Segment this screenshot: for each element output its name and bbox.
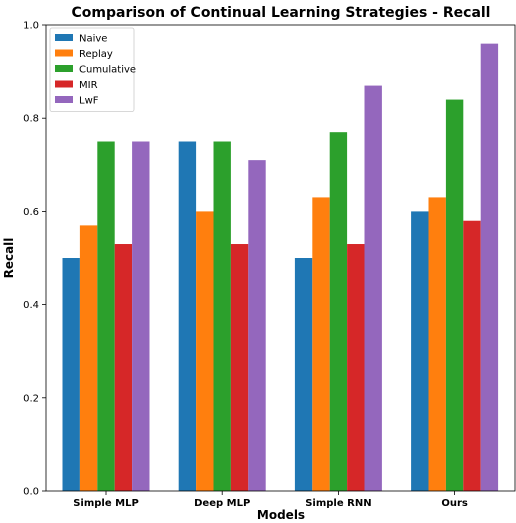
- chart-title: Comparison of Continual Learning Strateg…: [72, 5, 491, 21]
- legend-swatch-replay: [55, 49, 73, 57]
- bar-naive-3: [411, 211, 429, 491]
- legend: Naive Replay Cumulative MIR LwF: [49, 27, 136, 112]
- bars-layer: [62, 43, 499, 492]
- bar-mir-1: [230, 244, 249, 491]
- legend-swatch-cumulative: [55, 65, 73, 72]
- legend-label-naive: Naive: [79, 34, 107, 45]
- legend-box: [49, 27, 135, 112]
- legend-swatch-lwf: [55, 96, 73, 103]
- bar-lwf-1: [248, 160, 266, 491]
- y-axis-label: Recall: [2, 238, 16, 279]
- y-tick-label: 0.4: [23, 300, 39, 311]
- y-tick-label: 0.0: [23, 487, 39, 498]
- bar-mir-2: [347, 244, 365, 491]
- bar-replay-0: [79, 225, 98, 491]
- bar-cumulative-2: [329, 132, 348, 491]
- bar-lwf-3: [480, 43, 499, 491]
- y-tick-label: 0.2: [23, 393, 39, 404]
- legend-label-replay: Replay: [79, 49, 113, 60]
- legend-swatch-naive: [55, 34, 73, 41]
- x-tick-label: Simple RNN: [305, 498, 371, 509]
- y-tick-label: 0.8: [23, 114, 39, 125]
- bar-cumulative-0: [97, 141, 115, 491]
- legend-label-lwf: LwF: [79, 96, 99, 107]
- bar-cumulative-3: [445, 99, 464, 491]
- bar-lwf-2: [364, 85, 382, 491]
- y-tick-label: 1.0: [23, 21, 39, 32]
- bar-replay-1: [196, 211, 214, 491]
- legend-swatch-mir: [55, 80, 73, 88]
- ticks-layer: 0.0 0.2 0.4 0.6 0.8 1.0 Simple MLP Deep MLP Simp…: [23, 21, 468, 510]
- bar-naive-0: [62, 258, 80, 491]
- x-tick-label: Deep MLP: [194, 498, 250, 509]
- x-tick-label: Simple MLP: [73, 498, 139, 509]
- bar-naive-1: [178, 141, 197, 491]
- bar-replay-2: [312, 197, 330, 492]
- plot-frame: [45, 24, 516, 492]
- bar-replay-3: [428, 197, 446, 492]
- y-tick-label: 0.6: [23, 207, 39, 218]
- x-tick-label: Ours: [441, 498, 468, 509]
- legend-label-mir: MIR: [79, 80, 98, 91]
- legend-label-cumulative: Cumulative: [79, 65, 136, 76]
- bar-mir-0: [114, 244, 133, 491]
- bar-lwf-0: [132, 141, 150, 491]
- bar-cumulative-1: [213, 141, 231, 491]
- bar-naive-2: [294, 258, 313, 491]
- x-axis-label: Models: [257, 508, 305, 522]
- bar-mir-3: [463, 220, 481, 491]
